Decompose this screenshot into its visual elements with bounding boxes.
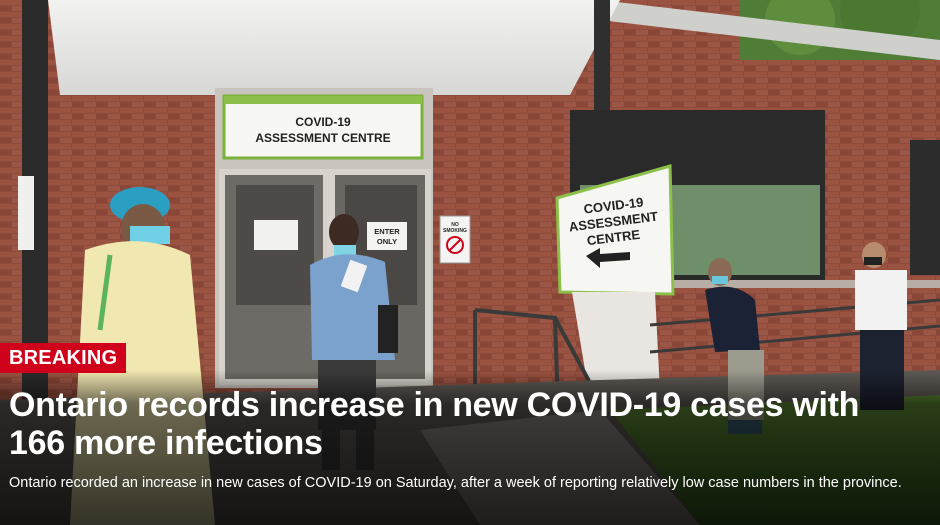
door-sign-line2: ASSESSMENT CENTRE <box>255 131 390 145</box>
no-smoking-line1: NO <box>451 222 459 228</box>
headline-link[interactable]: Ontario records increase in new COVID-19… <box>9 386 860 462</box>
entrance-canopy <box>48 0 620 95</box>
no-smoking-line2: SMOKING <box>443 228 467 234</box>
caption-gradient <box>0 370 940 525</box>
breaking-badge: BREAKING <box>0 343 127 373</box>
door-sign-line1: COVID-19 <box>295 115 351 129</box>
standing-sign-line1: COVID-19 <box>583 194 644 216</box>
standing-sign-line3: CENTRE <box>586 227 641 248</box>
door-sign <box>222 94 424 160</box>
no-smoking-sign <box>439 215 471 264</box>
enter-only-line1: ENTER <box>374 227 400 236</box>
assessment-sign <box>555 164 675 296</box>
enter-only-line2: ONLY <box>377 237 397 246</box>
article-summary: Ontario recorded an increase in new case… <box>9 475 902 491</box>
